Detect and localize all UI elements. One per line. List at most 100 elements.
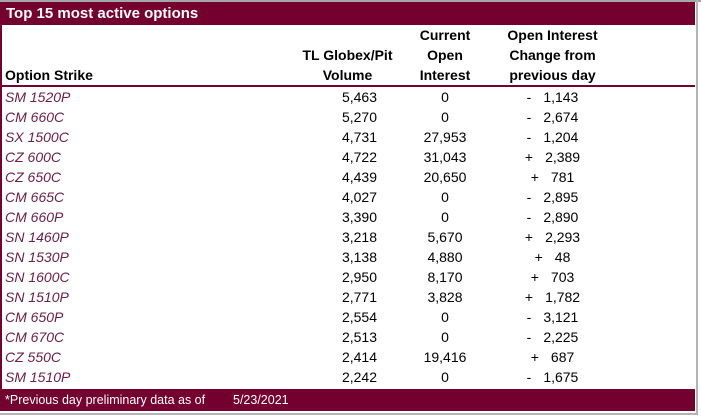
table-row: SM 1510P 2,242 0 - 1,675	[2, 367, 695, 387]
volume-cell: 2,242	[341, 369, 377, 385]
column-header-volume: TL Globex/Pit Volume	[300, 45, 395, 85]
change-value: 2,674	[543, 109, 579, 125]
table-row: SN 1510P 2,771 3,828 + 1,782	[2, 287, 695, 307]
change-sign: -	[526, 89, 532, 105]
open-interest-cell: 0	[441, 209, 449, 225]
volume-cell: 3,218	[341, 229, 377, 245]
column-header-label: previous day	[509, 67, 596, 83]
open-interest-cell: 27,953	[423, 129, 467, 145]
open-interest-cell: 5,670	[427, 229, 463, 245]
change-sign: +	[530, 269, 539, 285]
column-header-label: Current	[419, 27, 471, 43]
volume-cell: 3,138	[341, 249, 377, 265]
open-interest-cell: 0	[441, 189, 449, 205]
top-edge-line	[0, 0, 701, 2]
column-header-oi-change: Open Interest Change from previous day	[495, 25, 610, 85]
option-strike-cell: SM 1510P	[5, 369, 71, 385]
option-strike-cell: CM 665C	[5, 189, 65, 205]
change-value: 3,121	[543, 309, 579, 325]
oi-change-cell: + 2,389	[495, 147, 610, 167]
header-underline	[0, 85, 695, 87]
option-strike-cell: CM 660C	[5, 109, 65, 125]
oi-change-cell: + 48	[495, 247, 610, 267]
oi-change-cell: - 1,204	[495, 127, 610, 147]
change-value: 687	[550, 349, 575, 365]
option-strike-cell: CM 670C	[5, 329, 65, 345]
change-value: 1,143	[543, 89, 579, 105]
volume-cell: 5,270	[341, 109, 377, 125]
oi-change-cell: + 687	[495, 347, 610, 367]
right-edge-line	[696, 0, 698, 414]
table-row: SN 1460P 3,218 5,670 + 2,293	[2, 227, 695, 247]
option-strike-cell: CZ 650C	[5, 169, 62, 185]
option-strike-cell: CZ 600C	[5, 149, 62, 165]
option-strike-cell: CM 660P	[5, 209, 64, 225]
change-value: 1,675	[543, 369, 579, 385]
volume-cell: 3,390	[341, 209, 377, 225]
change-sign: -	[526, 109, 532, 125]
table-title-bar: Top 15 most active options	[0, 2, 695, 25]
change-sign: +	[524, 149, 534, 165]
table-row: CM 670C 2,513 0 - 2,225	[2, 327, 695, 347]
column-header-label: Open	[427, 47, 463, 63]
column-header-label: Change from	[509, 47, 596, 63]
column-header-option-strike: Option Strike	[2, 65, 300, 85]
volume-cell: 4,439	[341, 169, 377, 185]
change-sign: -	[526, 209, 532, 225]
open-interest-cell: 19,416	[423, 349, 467, 365]
option-strike-cell: SN 1530P	[5, 249, 69, 265]
oi-change-cell: - 2,225	[495, 327, 610, 347]
oi-change-cell: + 1,782	[495, 287, 610, 307]
change-value: 781	[550, 169, 575, 185]
table-row: SN 1530P 3,138 4,880 + 48	[2, 247, 695, 267]
volume-cell: 5,463	[341, 89, 377, 105]
change-value: 2,293	[545, 229, 581, 245]
open-interest-cell: 4,880	[427, 249, 463, 265]
open-interest-cell: 3,828	[427, 289, 463, 305]
table-row: CZ 650C 4,439 20,650 + 781	[2, 167, 695, 187]
open-interest-cell: 0	[441, 89, 449, 105]
oi-change-cell: + 703	[495, 267, 610, 287]
oi-change-cell: - 1,143	[495, 87, 610, 107]
oi-change-cell: - 2,674	[495, 107, 610, 127]
option-strike-cell: SN 1460P	[5, 229, 69, 245]
change-sign: +	[530, 169, 539, 185]
change-sign: -	[526, 129, 532, 145]
column-header-open-interest: Current Open Interest	[395, 25, 495, 85]
volume-cell: 2,554	[341, 309, 377, 325]
table-row: CZ 600C 4,722 31,043 + 2,389	[2, 147, 695, 167]
change-sign: +	[524, 289, 534, 305]
open-interest-cell: 20,650	[423, 169, 467, 185]
oi-change-cell: + 2,293	[495, 227, 610, 247]
change-sign: +	[534, 249, 543, 265]
option-strike-cell: SN 1510P	[5, 289, 69, 305]
table-row: SM 1520P 5,463 0 - 1,143	[2, 87, 695, 107]
table-row: CM 650P 2,554 0 - 3,121	[2, 307, 695, 327]
change-value: 2,225	[543, 329, 579, 345]
open-interest-cell: 31,043	[423, 149, 467, 165]
change-value: 48	[554, 249, 571, 265]
change-value: 2,890	[543, 209, 579, 225]
table-row: CM 660P 3,390 0 - 2,890	[2, 207, 695, 227]
volume-cell: 2,414	[341, 349, 377, 365]
column-header-label: Interest	[419, 67, 471, 83]
change-sign: -	[526, 189, 532, 205]
page-title: Top 15 most active options	[6, 5, 199, 22]
change-value: 1,782	[545, 289, 581, 305]
table-left-border	[0, 2, 2, 411]
open-interest-cell: 0	[441, 109, 449, 125]
table-body: SM 1520P 5,463 0 - 1,143 CM 660C 5,270 0…	[2, 87, 695, 387]
volume-cell: 4,722	[341, 149, 377, 165]
change-value: 703	[550, 269, 575, 285]
volume-cell: 2,950	[341, 269, 377, 285]
open-interest-cell: 0	[441, 309, 449, 325]
column-header-label: Option Strike	[5, 67, 93, 83]
oi-change-cell: + 781	[495, 167, 610, 187]
open-interest-cell: 8,170	[427, 269, 463, 285]
option-strike-cell: CZ 550C	[5, 349, 62, 365]
change-value: 1,204	[543, 129, 579, 145]
column-header-label: Open Interest	[507, 27, 598, 43]
table-row: SX 1500C 4,731 27,953 - 1,204	[2, 127, 695, 147]
change-sign: -	[526, 309, 532, 325]
column-header-label: Volume	[322, 67, 373, 83]
